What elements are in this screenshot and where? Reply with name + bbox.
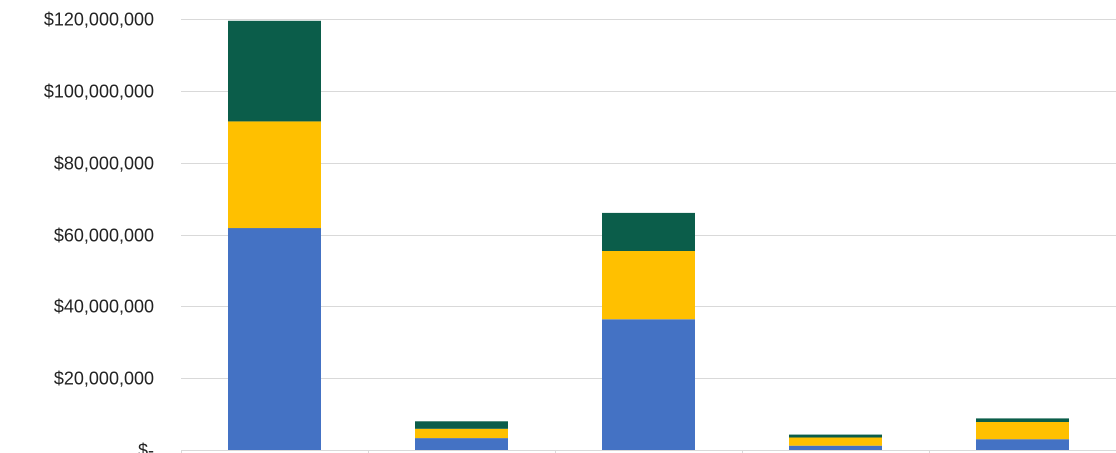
bar-segment-series-3-category-3 bbox=[602, 212, 695, 251]
bar-segment-series-2-category-1 bbox=[228, 121, 321, 229]
bar-segment-series-3-category-4 bbox=[789, 434, 882, 438]
bar-segment-series-3-category-5 bbox=[976, 418, 1069, 422]
bar-segment-series-1-category-4 bbox=[789, 445, 882, 450]
y-tick-label: $120,000,000 bbox=[44, 10, 154, 30]
x-axis-ticks bbox=[181, 450, 930, 453]
bars bbox=[228, 20, 1069, 450]
bar-segment-series-2-category-2 bbox=[415, 428, 508, 439]
bar-segment-series-1-category-3 bbox=[602, 319, 695, 450]
bar-segment-series-1-category-2 bbox=[415, 438, 508, 450]
y-tick-label: $40,000,000 bbox=[54, 297, 154, 317]
y-tick-label: $60,000,000 bbox=[54, 226, 154, 246]
y-tick-label: $80,000,000 bbox=[54, 154, 154, 174]
y-axis-labels: $- $20,000,000 $40,000,000 $60,000,000 $80,0… bbox=[44, 10, 154, 453]
y-tick-label: $- bbox=[138, 441, 154, 453]
bar-segment-series-1-category-1 bbox=[228, 228, 321, 450]
bar-segment-series-1-category-5 bbox=[976, 439, 1069, 450]
bar-segment-series-3-category-2 bbox=[415, 421, 508, 429]
y-tick-label: $100,000,000 bbox=[44, 82, 154, 102]
bar-segment-series-2-category-3 bbox=[602, 251, 695, 320]
bar-segment-series-2-category-5 bbox=[976, 422, 1069, 440]
bar-segment-series-3-category-1 bbox=[228, 20, 321, 122]
y-tick-label: $20,000,000 bbox=[54, 369, 154, 389]
bar-segment-series-2-category-4 bbox=[789, 437, 882, 446]
